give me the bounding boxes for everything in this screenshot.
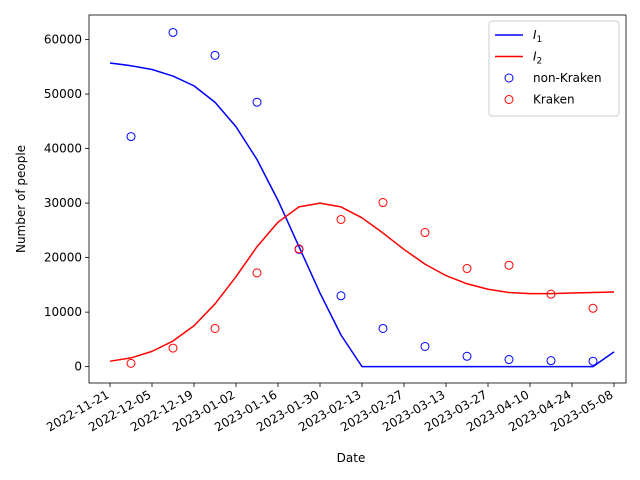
y-axis: 0 10000 20000 30000 40000 50000 60000: [44, 33, 89, 374]
y-tick-label: 30000: [44, 196, 82, 210]
scatter-point-Kraken: [336, 214, 346, 224]
y-tick-label: 10000: [44, 305, 82, 319]
scatter-point-Kraken: [504, 260, 514, 270]
y-tick-label: 20000: [44, 251, 82, 265]
scatter-point-Kraken: [546, 289, 556, 299]
scatter-point-Kraken: [378, 198, 388, 208]
x-axis-label: Date: [337, 451, 366, 465]
scatter-point-non-Kraken: [210, 50, 220, 60]
scatter-point-Kraken: [252, 268, 262, 278]
series-line-I2: [109, 202, 615, 362]
scatter-point-non-Kraken: [378, 323, 388, 333]
scatter-point-non-Kraken: [462, 351, 472, 361]
legend-label-Kraken: Kraken: [533, 93, 575, 107]
scatter-point-non-Kraken: [588, 356, 598, 366]
y-tick-label: 0: [74, 360, 82, 374]
scatter-point-non-Kraken: [504, 355, 514, 365]
y-tick-label: 50000: [44, 87, 82, 101]
plot-area: [109, 27, 615, 368]
legend-label-non-Kraken: non-Kraken: [533, 71, 602, 85]
legend: I1 I2 non-Kraken Kraken: [488, 20, 620, 117]
legend-label-I2: I2: [533, 50, 542, 67]
series-line-I1: [109, 62, 615, 368]
scatter-point-Kraken: [588, 303, 598, 313]
axes-frame: [88, 14, 627, 384]
scatter-point-Kraken: [210, 323, 220, 333]
legend-swatch-Kraken: [504, 95, 514, 104]
scatter-point-non-Kraken: [126, 132, 136, 142]
scatter-point-Kraken: [168, 343, 178, 353]
scatter-point-non-Kraken: [252, 97, 262, 107]
scatter-point-non-Kraken: [546, 356, 556, 366]
scatter-point-Kraken: [462, 264, 472, 274]
legend-swatch-non-Kraken: [504, 73, 514, 83]
scatter-point-Kraken: [126, 358, 136, 368]
scatter-point-Kraken: [294, 244, 304, 254]
y-axis-label: Number of people: [14, 145, 28, 253]
scatter-point-non-Kraken: [168, 27, 178, 37]
y-tick-label: 60000: [44, 33, 82, 47]
legend-label-I1: I1: [533, 28, 542, 45]
y-tick-label: 40000: [44, 142, 82, 156]
scatter-point-non-Kraken: [420, 341, 430, 351]
legend-box: [488, 20, 620, 117]
scatter-point-Kraken: [420, 228, 430, 238]
scatter-point-non-Kraken: [336, 291, 346, 301]
